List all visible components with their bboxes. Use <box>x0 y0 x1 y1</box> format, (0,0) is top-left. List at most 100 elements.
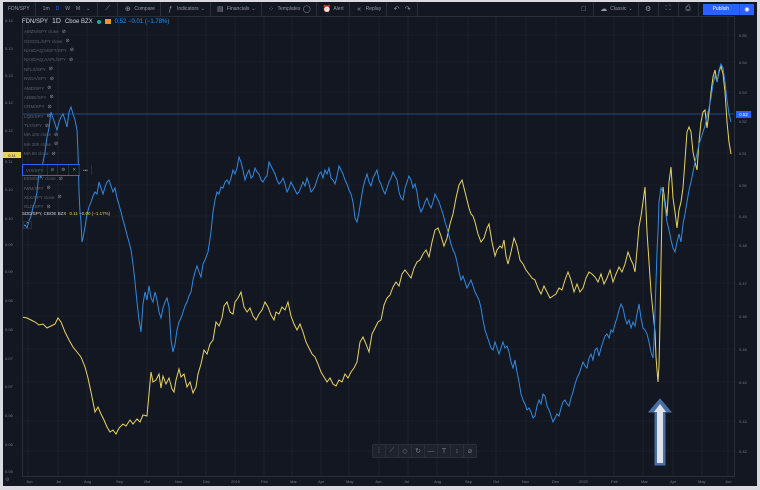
axis-settings-icon[interactable]: ⚙ <box>5 477 10 483</box>
interval-m[interactable]: M <box>75 6 81 12</box>
time-tick: May <box>346 479 354 484</box>
indicator-row[interactable]: EEM/SPY close ⊘ <box>24 174 63 183</box>
indicator-row[interactable]: IWM/SPY ⊘ <box>24 183 63 192</box>
chart-canvas[interactable] <box>3 2 757 486</box>
indicator-row[interactable]: GOOGL/SPY close ⊘ <box>24 36 74 45</box>
layout-name: Classic <box>610 6 627 12</box>
publish-menu-button[interactable]: ◉ <box>739 3 754 15</box>
save-layout-button[interactable]: ☁ Classic ⌄ <box>594 2 639 16</box>
rotate-icon[interactable]: ↻ <box>412 445 425 457</box>
eye-off-icon[interactable]: ⊘ <box>48 66 53 73</box>
alarm-icon: ⏰ <box>322 6 332 13</box>
clock-icon[interactable]: ◯ <box>302 6 311 13</box>
eye-off-icon[interactable]: ⊘ <box>57 194 62 201</box>
left-tick: 0.05 <box>5 469 13 474</box>
eye-off-icon[interactable]: ⊘ <box>46 113 51 120</box>
templates-button[interactable]: ⁘ Templates ◯ <box>262 2 318 16</box>
indicator-row[interactable]: TLT/SPY ⊘ <box>24 121 74 130</box>
symbol-search[interactable]: FDN/SPY <box>3 2 36 16</box>
eye-off-icon[interactable]: ⊘ <box>48 165 59 175</box>
function-icon: ƒ <box>168 5 173 13</box>
series-legend[interactable]: FDN/SPY 1D Cboe BZX 0.52 −0.01 (−1.78%) <box>22 18 169 25</box>
fullscreen-button[interactable]: ⛶ <box>659 2 679 16</box>
time-axis[interactable]: Jun Jul Aug Sep Oct Nov Dec 2019 Feb Mar… <box>22 476 735 486</box>
interval-1m[interactable]: 1m <box>42 6 50 12</box>
templates-label: Templates <box>277 6 301 12</box>
indicator-row[interactable]: GLD/SPY ⊘ <box>24 202 63 211</box>
eye-off-icon[interactable]: ⊘ <box>69 56 74 63</box>
symbol-label: FDN/SPY <box>8 6 30 12</box>
more-icon[interactable]: ••• <box>80 165 92 175</box>
eye-off-icon[interactable]: ⊘ <box>54 131 59 138</box>
vertical-text-icon[interactable]: T <box>438 445 451 457</box>
indicator-row[interactable]: AMZN/SPY close ⊘ <box>24 27 74 36</box>
left-price-axis[interactable]: 0.14 0.13 0.13 0.12 0.12 0.11 0.11 0.10 … <box>3 16 23 476</box>
eye-off-icon[interactable]: ⊘ <box>69 47 74 54</box>
redo-icon[interactable]: ↷ <box>404 6 411 13</box>
collapse-legend-button[interactable]: ^ <box>23 221 32 229</box>
eye-off-icon[interactable]: ⊘ <box>58 175 63 182</box>
eye-off-icon[interactable]: ⊘ <box>65 38 70 45</box>
eye-off-icon[interactable]: ⊘ <box>46 203 51 210</box>
shape-icon[interactable]: ◇ <box>399 445 412 457</box>
alert-button[interactable]: ⏰ Alert <box>317 2 350 16</box>
active-indicator-row[interactable]: VIX/SPY ⊘ ⚙ ✕ ••• <box>22 164 92 176</box>
left-tick: 0.09 <box>5 242 13 247</box>
trend-line-icon[interactable]: ⟋ <box>386 445 399 457</box>
pin-icon[interactable]: ↕ <box>451 445 464 457</box>
eye-off-icon[interactable]: ⊘ <box>54 141 59 148</box>
time-tick: Nov <box>175 479 183 484</box>
chevron-down-icon: ⌄ <box>200 6 205 12</box>
snapshot-button[interactable]: ⎙ <box>679 2 699 16</box>
eye-off-icon[interactable]: ⊘ <box>47 103 52 110</box>
indicator-row[interactable]: CRM/SPY ⊘ <box>24 102 74 111</box>
erase-icon[interactable]: ⌀ <box>467 448 473 455</box>
financials-button[interactable]: ▤ Financials ⌄ <box>211 2 262 16</box>
chevron-down-icon: ⌄ <box>628 6 633 12</box>
chart-type-button[interactable]: ⟋ <box>98 2 119 16</box>
eye-off-icon[interactable]: ⊘ <box>61 28 66 35</box>
right-price-axis[interactable]: 0.55 0.54 0.53 0.52 0.52 0.51 0.50 0.49 … <box>734 16 757 476</box>
time-tick: Dec <box>552 479 560 484</box>
settings-icon[interactable]: ⚙ <box>58 165 70 175</box>
indicator-row[interactable]: NASDAQ:MSFT/SPY ⊘ <box>24 46 74 55</box>
indicator-label: GOOGL/SPY close <box>24 38 63 44</box>
undo-icon[interactable]: ↶ <box>393 6 400 13</box>
indicator-row[interactable]: MA 50 close ⊘ <box>24 149 74 158</box>
settings-button[interactable]: ⚙ <box>639 2 659 16</box>
left-tick: 0.08 <box>5 298 13 303</box>
indicator-label: NFLX/SPY <box>24 66 46 72</box>
indicator-row[interactable]: ADBE/SPY ⊘ <box>24 93 74 102</box>
eye-off-icon[interactable]: ⊘ <box>49 94 54 101</box>
layout-button[interactable]: □ <box>574 2 595 16</box>
indicator-row[interactable]: NFLX/SPY ⊘ <box>24 65 74 74</box>
interval-selector[interactable]: 1m D W M ⌄ <box>36 2 99 16</box>
replay-button[interactable]: « Replay <box>350 2 388 16</box>
indicator-row[interactable]: NVDA/SPY ⊘ <box>24 74 74 83</box>
interval-d[interactable]: D <box>55 6 60 12</box>
left-tick: 0.13 <box>5 73 13 78</box>
publish-button[interactable]: Publish <box>702 3 739 15</box>
compare-button[interactable]: ⊕ Compare <box>118 2 161 16</box>
indicator-label: NASDAQ:MSFT/SPY <box>24 47 67 53</box>
second-series-legend[interactable]: SDD/SPY, CBOE BZX 0.11 −0.00 (−1.17%) <box>22 211 110 216</box>
chevron-down-icon[interactable]: ⌄ <box>86 6 91 12</box>
close-icon[interactable]: ✕ <box>69 165 81 175</box>
legend-symbol: FDN/SPY <box>22 18 49 25</box>
indicators-button[interactable]: ƒ Indicators ⌄ <box>161 2 211 16</box>
indicator-row[interactable]: MA 200 close ⊘ <box>24 140 74 149</box>
horizontal-line-icon[interactable]: — <box>425 445 438 457</box>
eye-off-icon[interactable]: ⊘ <box>47 85 52 92</box>
eye-off-icon[interactable]: ⊘ <box>51 150 56 157</box>
eye-off-icon[interactable]: ⊘ <box>44 122 50 129</box>
drag-handle-icon[interactable]: ⁞ <box>373 445 386 457</box>
indicator-row[interactable]: NASDAQ:AAPL/SPY ⊘ <box>24 55 74 64</box>
eye-off-icon[interactable]: ⊘ <box>46 185 51 192</box>
eye-off-icon[interactable]: ⊘ <box>49 75 54 82</box>
indicator-row[interactable]: MA 100 close ⊘ <box>24 130 74 139</box>
indicator-row[interactable]: AMD/SPY ⊘ <box>24 83 74 92</box>
indicator-row[interactable]: XLK/SPY close ⊘ <box>24 193 63 202</box>
left-tick: 0.11 <box>5 159 13 164</box>
interval-w[interactable]: W <box>65 6 70 12</box>
indicator-row[interactable]: LQD/SPY ⊘ <box>24 112 74 121</box>
